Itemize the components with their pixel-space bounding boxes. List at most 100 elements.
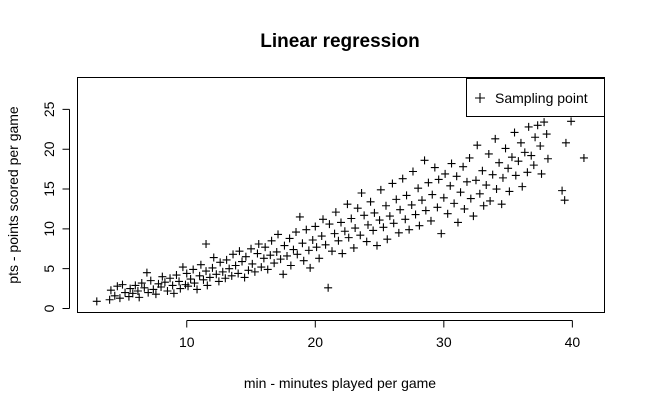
data-point [218,267,227,276]
x-tick-label: 10 [179,334,195,350]
y-axis-line [62,108,70,310]
data-point [208,263,217,272]
data-point [446,181,455,190]
data-point [398,174,407,183]
data-point [356,231,365,240]
data-point [248,259,257,268]
data-point [254,239,263,248]
data-point [511,171,520,180]
data-point [518,182,527,191]
data-point [308,236,317,245]
data-point [437,229,446,238]
data-point [113,282,122,291]
data-point [293,250,302,259]
x-axis-line [186,320,573,328]
data-point [325,220,334,229]
data-point [453,218,462,227]
data-point [349,243,358,252]
data-point [439,193,448,202]
data-point [193,285,202,294]
data-point [131,281,140,290]
data-point [295,212,304,221]
y-axis: 0 5 10 15 20 25 [41,101,70,312]
data-point [330,229,339,238]
data-point [405,225,414,234]
data-point [482,181,491,190]
data-point [142,268,151,277]
data-point [160,278,169,287]
data-point [285,234,294,243]
data-point [505,187,514,196]
data-point [221,274,230,283]
data-point [105,295,114,304]
data-point [157,283,166,292]
data-point [169,289,178,298]
data-point [225,264,234,273]
data-point [146,276,155,285]
data-point [491,134,500,143]
data-point [415,221,424,230]
data-point [516,138,525,147]
data-point [222,255,231,264]
data-point [259,254,268,263]
data-point [319,215,328,224]
data-point [343,200,352,209]
x-tick-label: 30 [436,334,452,350]
data-point [261,243,270,252]
data-point [144,288,153,297]
data-point [366,197,375,206]
y-tick-label: 20 [41,141,57,157]
data-point [529,161,538,170]
data-point [328,247,337,256]
data-point [484,149,493,158]
data-point [369,226,378,235]
data-point [465,153,474,162]
y-tick-label: 5 [41,265,57,273]
data-point [579,153,588,162]
data-point [276,255,285,264]
data-point [195,271,204,280]
data-point [396,205,405,214]
data-point [133,286,142,295]
data-point [407,200,416,209]
data-point [158,272,167,281]
data-point [253,249,262,258]
data-point [394,228,403,237]
data-point [338,249,347,258]
data-point [504,164,513,173]
data-point [216,258,225,267]
data-point [543,154,552,163]
data-point [542,130,551,139]
x-axis: 10 20 30 40 [179,320,580,350]
data-point [420,156,429,165]
data-point [205,273,214,282]
data-point [274,230,283,239]
y-tick-label: 15 [41,181,57,197]
data-point [520,148,529,157]
data-point [443,209,452,218]
data-point [426,216,435,225]
legend-marker [475,93,485,103]
data-point [331,208,340,217]
y-tick-label: 0 [41,304,57,312]
data-point [110,291,119,300]
data-point [178,263,187,272]
data-point [315,254,324,263]
data-point [229,250,238,259]
data-point [312,243,321,252]
data-point [501,144,510,153]
data-point [466,194,475,203]
data-point [266,251,275,260]
legend: Sampling point [466,78,605,117]
data-point [495,158,504,167]
data-point [272,247,281,256]
data-point [292,228,301,237]
data-point [351,224,360,233]
data-point [434,175,443,184]
data-points [92,117,588,306]
data-point [106,286,115,295]
data-point [118,280,127,289]
data-point [421,206,430,215]
data-point [497,200,506,209]
